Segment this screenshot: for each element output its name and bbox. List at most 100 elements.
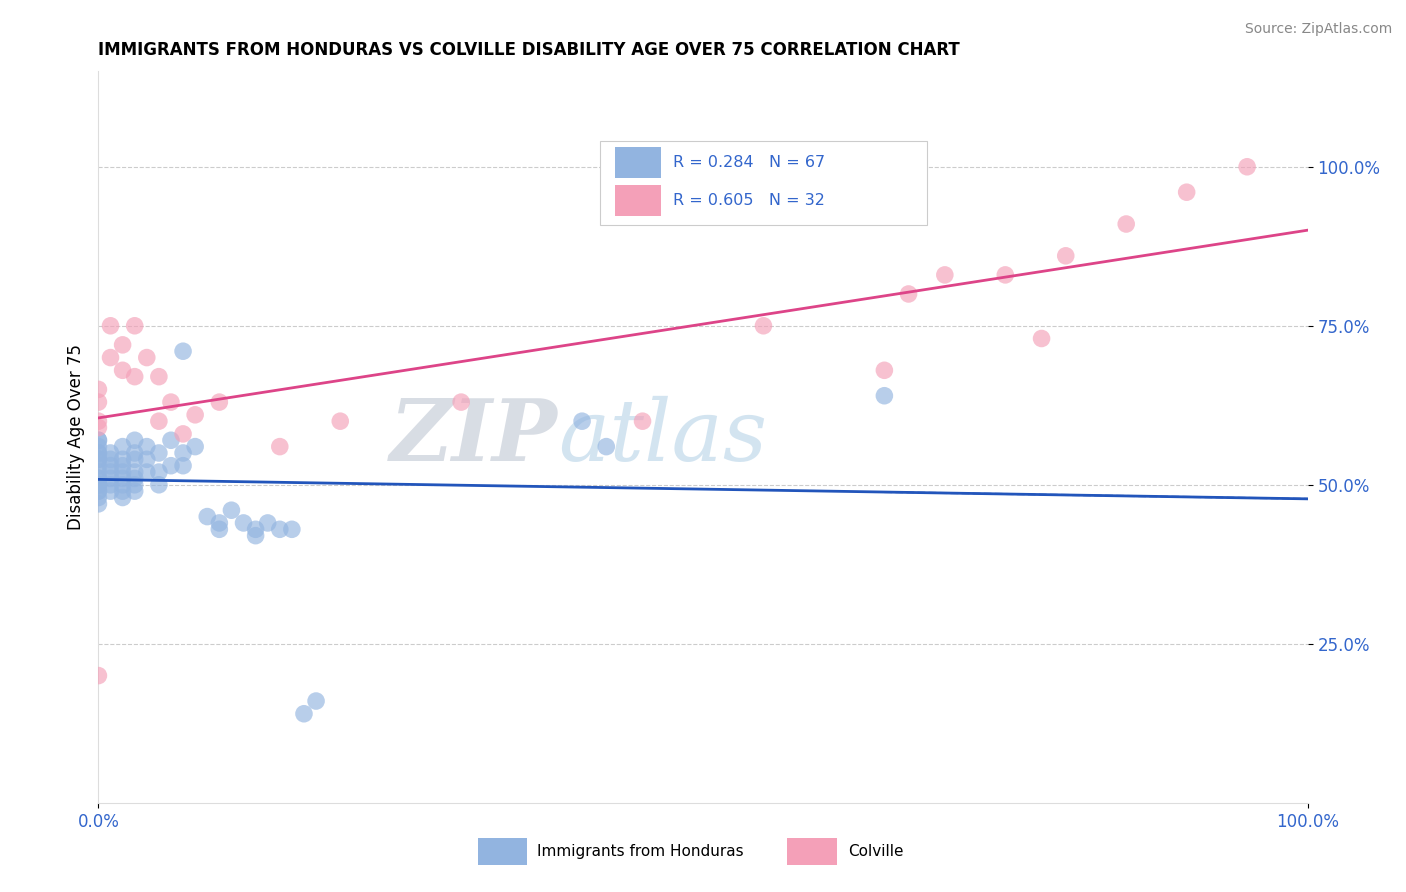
Point [100, 458, 122, 473]
Point [1054, 249, 1077, 263]
Point [232, 516, 254, 530]
Text: IMMIGRANTS FROM HONDURAS VS COLVILLE DISABILITY AGE OVER 75 CORRELATION CHART: IMMIGRANTS FROM HONDURAS VS COLVILLE DIS… [98, 41, 960, 59]
Point [934, 268, 956, 282]
Point [87, 497, 110, 511]
Point [148, 465, 170, 479]
Point [124, 484, 146, 499]
FancyBboxPatch shape [614, 147, 661, 178]
Point [87, 446, 110, 460]
Point [87, 434, 110, 448]
Point [269, 440, 291, 454]
Point [87, 484, 110, 499]
Point [111, 338, 134, 352]
Y-axis label: Disability Age Over 75: Disability Age Over 75 [66, 344, 84, 530]
Point [100, 452, 122, 467]
Point [184, 440, 207, 454]
Point [135, 440, 157, 454]
Point [269, 522, 291, 536]
Point [305, 694, 328, 708]
Point [184, 408, 207, 422]
Point [87, 477, 110, 491]
Point [160, 458, 183, 473]
Point [148, 477, 170, 491]
Point [450, 395, 472, 409]
Point [172, 458, 194, 473]
Point [124, 434, 146, 448]
Point [897, 287, 920, 301]
Point [994, 268, 1017, 282]
Point [87, 477, 110, 491]
Point [1236, 160, 1258, 174]
Text: Source: ZipAtlas.com: Source: ZipAtlas.com [1244, 22, 1392, 37]
Point [87, 395, 110, 409]
Point [1031, 331, 1053, 345]
Point [100, 351, 122, 365]
Point [281, 522, 304, 536]
Point [160, 434, 183, 448]
Text: R = 0.284   N = 67: R = 0.284 N = 67 [672, 155, 825, 170]
Point [172, 426, 194, 441]
Point [124, 465, 146, 479]
Point [111, 491, 134, 505]
Text: atlas: atlas [558, 396, 768, 478]
Point [873, 363, 896, 377]
FancyBboxPatch shape [614, 186, 661, 216]
Point [111, 484, 134, 499]
Point [124, 446, 146, 460]
Point [87, 471, 110, 485]
Point [87, 668, 110, 682]
Point [111, 471, 134, 485]
Point [245, 529, 267, 543]
Point [87, 484, 110, 499]
Point [111, 363, 134, 377]
Point [111, 465, 134, 479]
Point [571, 414, 593, 428]
Point [87, 452, 110, 467]
Point [160, 395, 183, 409]
Text: Immigrants from Honduras: Immigrants from Honduras [537, 845, 744, 859]
Point [329, 414, 352, 428]
Point [208, 522, 231, 536]
Point [148, 369, 170, 384]
Point [124, 369, 146, 384]
Point [245, 522, 267, 536]
Point [111, 440, 134, 454]
Point [752, 318, 775, 333]
Point [873, 389, 896, 403]
Point [100, 446, 122, 460]
Point [208, 516, 231, 530]
Point [111, 452, 134, 467]
Point [1175, 185, 1198, 199]
Point [221, 503, 243, 517]
Point [631, 414, 654, 428]
Point [87, 434, 110, 448]
Point [87, 491, 110, 505]
Point [87, 471, 110, 485]
Point [148, 446, 170, 460]
Point [135, 465, 157, 479]
Point [292, 706, 315, 721]
Point [100, 477, 122, 491]
Point [135, 452, 157, 467]
Point [124, 318, 146, 333]
FancyBboxPatch shape [600, 141, 927, 225]
Text: Colville: Colville [848, 845, 903, 859]
Text: ZIP: ZIP [389, 395, 558, 479]
Point [87, 458, 110, 473]
Point [124, 477, 146, 491]
Point [87, 477, 110, 491]
Point [172, 446, 194, 460]
Point [100, 318, 122, 333]
Point [87, 446, 110, 460]
Point [100, 465, 122, 479]
Point [87, 452, 110, 467]
Point [87, 465, 110, 479]
Point [595, 440, 617, 454]
Point [100, 471, 122, 485]
Point [195, 509, 218, 524]
Point [111, 458, 134, 473]
Point [124, 471, 146, 485]
Point [87, 440, 110, 454]
Point [87, 420, 110, 434]
Point [87, 414, 110, 428]
